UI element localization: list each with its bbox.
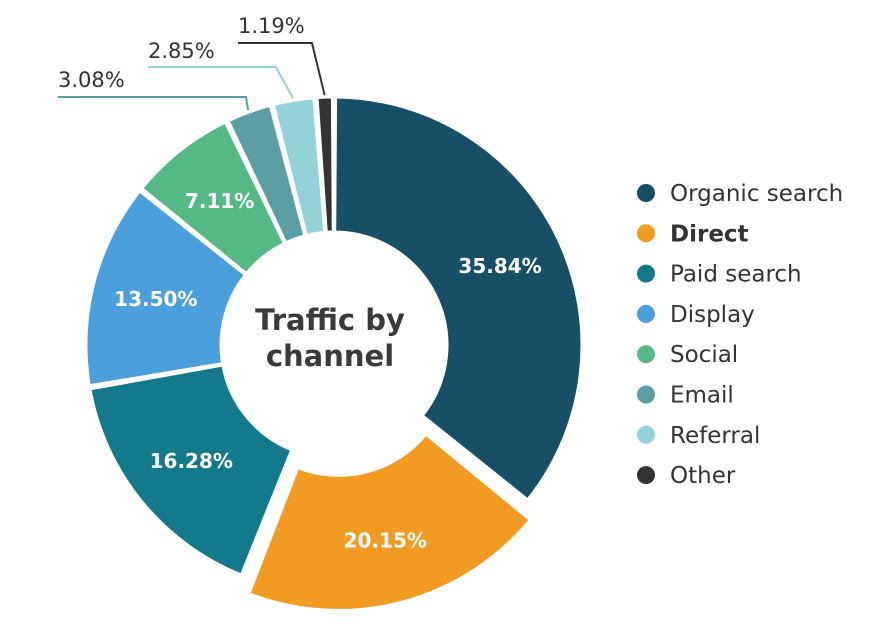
leader-line-other (238, 42, 326, 96)
legend-swatch-other (637, 466, 655, 485)
slice-label-other: 1.19% (238, 14, 305, 38)
slice-display (84, 188, 248, 388)
legend-label-referral: Referral (670, 423, 760, 449)
center-title-line-2: channel (266, 339, 394, 373)
center-title: Traffic by channel (255, 303, 405, 373)
slice-label-paid-search: 16.28% (150, 449, 233, 473)
legend-label-paid-search: Paid search (670, 262, 802, 288)
legend-swatch-display (637, 304, 655, 323)
legend-label-display: Display (670, 302, 755, 328)
leader-line-email (58, 96, 250, 111)
slice-label-organic-search: 35.84% (458, 254, 541, 278)
legend-label-email: Email (670, 383, 734, 409)
donut-slices (84, 95, 584, 612)
legend-label-other: Other (670, 463, 736, 489)
slice-organic-search (333, 95, 584, 503)
slice-label-referral: 2.85% (148, 39, 215, 63)
legend-swatch-paid-search (637, 264, 655, 283)
legend-label-social: Social (670, 342, 738, 368)
slice-paid-search (88, 363, 294, 578)
slice-label-direct: 20.15% (344, 528, 427, 552)
legend: Organic search Direct Paid search Display So… (637, 181, 843, 489)
legend-swatch-organic-search (637, 184, 655, 202)
legend-label-direct: Direct (670, 221, 749, 247)
legend-swatch-social (637, 345, 655, 364)
center-title-line-1: Traffic by (255, 303, 405, 337)
leader-lines (58, 42, 326, 111)
slice-label-social: 7.11% (185, 189, 254, 213)
slice-label-display: 13.50% (114, 287, 197, 311)
legend-swatch-referral (637, 425, 655, 444)
slice-other (315, 95, 335, 234)
legend-label-organic-search: Organic search (670, 181, 843, 207)
legend-swatch-direct (637, 224, 655, 243)
leader-line-referral (148, 66, 294, 99)
slice-direct (246, 432, 533, 612)
slice-label-email: 3.08% (58, 68, 125, 92)
legend-swatch-email (637, 385, 655, 404)
slice-social (139, 120, 287, 276)
slice-labels: 35.84% 20.15% 16.28% 13.50% 7.11% 3.08% 2.85% 1… (58, 14, 542, 552)
